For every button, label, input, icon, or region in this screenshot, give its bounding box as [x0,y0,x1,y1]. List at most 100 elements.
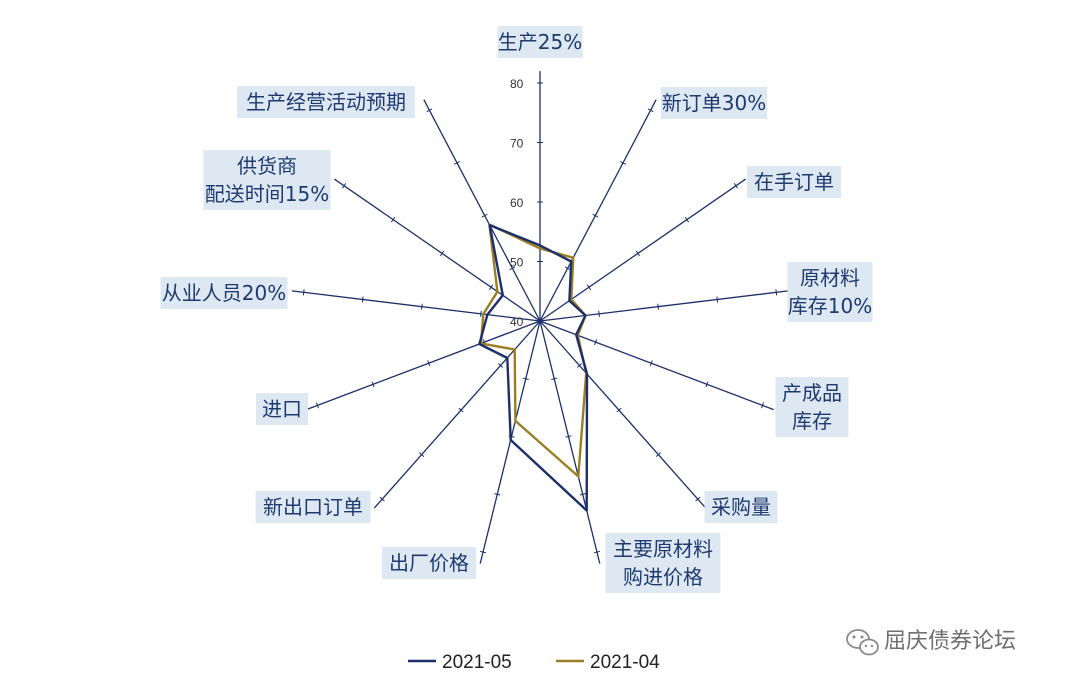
radar-tick-mark [616,407,622,413]
axis-label: 采购量 [704,491,778,523]
axis-label-box [256,393,308,425]
radar-tick-mark [716,296,719,303]
axis-label: 新订单30% [661,87,767,119]
radar-tick-label: 80 [510,77,524,91]
axis-label-text: 进口 [262,397,302,421]
radar-spoke [539,99,657,322]
radar-tick-mark [342,183,347,189]
radar-tick-mark [481,213,488,218]
axis-label-box [747,166,841,198]
radar-tick-mark [647,108,654,113]
radar-spoke [333,178,541,322]
radar-tick-mark [579,493,586,496]
radar-tick-mark [509,266,516,271]
watermark: 屈庆债券论坛 [846,629,1016,656]
radar-tick-mark [427,360,431,367]
radar-series-line [479,223,588,478]
axis-label-text: 购进价格 [623,565,703,589]
radar-spoke [539,320,707,509]
radar-tick-mark [458,407,464,413]
legend-label: 2021-05 [442,652,512,673]
radar-ticks: 40 50 60 70 80 [510,77,524,329]
radar-tick-mark [576,363,583,368]
axis-label: 进口 [256,393,308,425]
radar-tick-mark [655,452,661,457]
axis-label-text: 新订单30% [662,91,766,115]
radar-tick-mark [705,381,709,388]
axis-label-text: 从业人员20% [162,281,286,305]
radar-tick-mark [649,360,653,367]
radar-tick-mark [480,550,487,554]
radar-tick-mark [592,213,599,218]
axis-label-text: 库存10% [788,294,872,318]
axis-label-box [203,150,331,210]
axis-label: 从业人员20% [160,277,288,309]
axis-label-text: 配送时间15% [205,182,329,206]
legend-label: 2021-04 [590,652,660,673]
radar-tick-mark [593,550,600,554]
radar-tick-mark [564,266,571,271]
radar-tick-mark [426,108,433,113]
radar-spoke [539,320,774,411]
axis-label-box [704,491,778,523]
radar-tick-mark [586,284,592,290]
radar-tick-mark [419,452,425,457]
radar-spoke [423,99,541,322]
axis-label-box [160,277,288,309]
radar-spoke [539,320,601,564]
axis-label-text: 主要原材料 [613,537,713,561]
radar-tick-mark [594,339,598,346]
radar-tick-mark [761,402,765,409]
radar-tick-mark [480,310,482,317]
axis-label-box [661,87,767,119]
legend-item: 2021-04 [556,652,660,673]
radar-tick-mark [620,161,626,165]
radar-tick-mark [421,303,423,310]
radar-tick-label: 70 [510,137,524,151]
axis-label-text: 库存 [792,409,832,433]
axis-label: 生产经营活动预期 [237,86,415,118]
radar-tick-mark [695,496,701,502]
radar-tick-mark [497,363,504,368]
radar-tick-mark [439,250,445,257]
axis-label-text: 在手订单 [754,170,834,194]
radar-tick-mark [315,402,319,409]
radar-tick-mark [635,250,641,257]
axis-label-text: 新出口订单 [263,495,363,519]
axis-label-text: 原材料 [800,266,860,290]
radar-tick-label: 40 [510,315,524,329]
axis-label: 新出口订单 [255,491,371,523]
legend-item: 2021-05 [408,652,512,673]
radar-tick-mark [454,161,460,165]
radar-tick-label: 60 [510,196,524,210]
radar-tick-mark [733,183,738,189]
radar-spoke [373,320,541,509]
axis-label-text: 出厂价格 [389,551,469,575]
radar-series [478,223,589,512]
radar-tick-mark [488,284,494,290]
axis-label-box [497,26,583,58]
axis-label-box [605,533,721,593]
axis-label: 生产25% [497,26,583,58]
chart-legend: 2021-05 2021-04 [408,652,660,673]
radar-tick-mark [522,377,529,380]
radar-spokes [291,71,789,564]
axis-label-box [775,377,849,437]
axis-label-text: 生产经营活动预期 [246,90,406,114]
radar-spoke [479,320,541,564]
radar-tick-mark [371,381,375,388]
radar-tick-mark [684,216,690,223]
radar-tick-mark [775,289,778,296]
watermark-text: 屈庆债券论坛 [884,629,1016,654]
radar-spoke [306,320,541,411]
radar-tick-mark [379,496,385,502]
axis-label-box [237,86,415,118]
radar-tick-mark [657,303,659,310]
radar-tick-mark [361,296,364,303]
radar-spoke [539,178,747,322]
